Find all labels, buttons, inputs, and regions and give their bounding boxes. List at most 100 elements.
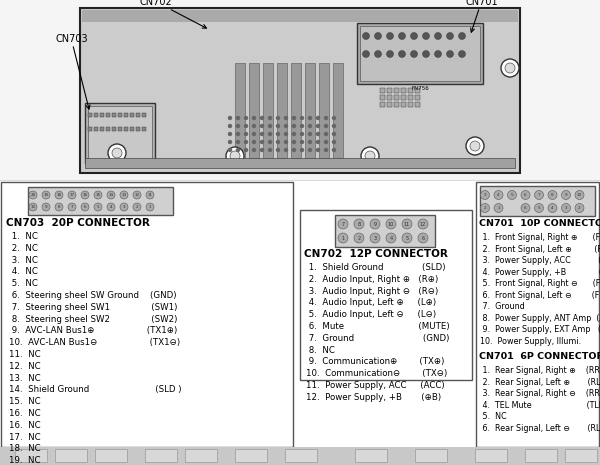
Text: 16: 16 <box>82 193 88 197</box>
Circle shape <box>81 203 89 211</box>
Circle shape <box>325 117 328 120</box>
Bar <box>94 113 98 117</box>
Bar <box>100 113 104 117</box>
Text: 14: 14 <box>109 193 113 197</box>
Text: 2.  Audio Input, Right ⊕   (R⊕): 2. Audio Input, Right ⊕ (R⊕) <box>306 275 438 284</box>
Circle shape <box>325 140 328 144</box>
Bar <box>0 447 600 465</box>
Circle shape <box>535 191 544 199</box>
Circle shape <box>226 147 244 165</box>
Text: 11.  NC: 11. NC <box>9 350 41 359</box>
Circle shape <box>236 117 239 120</box>
Circle shape <box>317 140 320 144</box>
Text: 2.  NC: 2. NC <box>9 244 38 253</box>
Circle shape <box>253 140 256 144</box>
Bar <box>94 127 98 131</box>
Bar <box>106 127 110 131</box>
Text: 5.  Front Signal, Right ⊖      (FR⊖): 5. Front Signal, Right ⊖ (FR⊖) <box>480 279 600 288</box>
Text: 17: 17 <box>70 193 74 197</box>
Circle shape <box>269 117 271 120</box>
Bar <box>408 88 413 93</box>
Text: 9.  AVC-LAN Bus1⊕                   (TX1⊕): 9. AVC-LAN Bus1⊕ (TX1⊕) <box>9 326 177 335</box>
Circle shape <box>133 203 141 211</box>
Circle shape <box>260 125 263 127</box>
Text: 4: 4 <box>551 206 554 210</box>
Circle shape <box>481 191 490 199</box>
Bar <box>249 63 259 158</box>
Circle shape <box>284 133 287 135</box>
Circle shape <box>293 117 296 120</box>
Text: 4.  TEL Mute                      (TLHT): 4. TEL Mute (TLHT) <box>480 400 600 410</box>
Bar <box>525 449 557 462</box>
Bar <box>300 210 472 380</box>
Circle shape <box>535 204 544 213</box>
Circle shape <box>398 33 406 40</box>
Circle shape <box>370 233 380 243</box>
Bar <box>408 95 413 100</box>
Text: 1.  Rear Signal, Right ⊕    (RR⊕): 1. Rear Signal, Right ⊕ (RR⊕) <box>480 366 600 375</box>
Circle shape <box>481 204 490 213</box>
Text: 5: 5 <box>538 206 541 210</box>
Text: 11: 11 <box>148 193 152 197</box>
Text: 6.  Rear Signal, Left ⊖       (RL⊖): 6. Rear Signal, Left ⊖ (RL⊖) <box>480 424 600 432</box>
Text: 7.  Ground                              (GND): 7. Ground (GND) <box>480 302 600 311</box>
Circle shape <box>55 203 63 211</box>
Bar <box>28 187 173 215</box>
Circle shape <box>434 51 442 58</box>
Circle shape <box>293 125 296 127</box>
Text: 5.  Audio Input, Left ⊖     (L⊖): 5. Audio Input, Left ⊖ (L⊖) <box>306 310 436 319</box>
Circle shape <box>301 148 304 152</box>
Text: CN701  10P CONNECTOR: CN701 10P CONNECTOR <box>479 219 600 228</box>
Circle shape <box>494 204 503 213</box>
Text: 3: 3 <box>122 205 125 209</box>
Circle shape <box>284 125 287 127</box>
Bar <box>380 95 385 100</box>
Text: 6: 6 <box>421 235 425 240</box>
Circle shape <box>29 191 37 199</box>
Circle shape <box>508 191 517 199</box>
Circle shape <box>260 133 263 135</box>
Text: 10: 10 <box>31 205 35 209</box>
Text: 7.  Ground                         (GND): 7. Ground (GND) <box>306 334 449 343</box>
Text: 6: 6 <box>83 205 86 209</box>
Circle shape <box>317 148 320 152</box>
Circle shape <box>277 117 280 120</box>
Circle shape <box>548 204 557 213</box>
Circle shape <box>301 133 304 135</box>
Circle shape <box>81 191 89 199</box>
Circle shape <box>374 33 382 40</box>
Bar <box>112 113 116 117</box>
Circle shape <box>338 219 348 229</box>
Circle shape <box>120 203 128 211</box>
Circle shape <box>245 140 248 144</box>
Text: 6: 6 <box>524 193 527 197</box>
Circle shape <box>301 125 304 127</box>
Circle shape <box>277 133 280 135</box>
Bar <box>408 102 413 107</box>
Circle shape <box>269 140 271 144</box>
Bar <box>142 127 146 131</box>
Circle shape <box>260 148 263 152</box>
Circle shape <box>370 219 380 229</box>
Text: 2.  Front Signal, Left ⊕         (FL⊕): 2. Front Signal, Left ⊕ (FL⊕) <box>480 245 600 253</box>
Circle shape <box>108 144 126 162</box>
Circle shape <box>94 203 102 211</box>
Text: 13: 13 <box>121 193 127 197</box>
Bar <box>88 113 92 117</box>
Text: 10.  Power Supply, Illumi.        (ILL⊕): 10. Power Supply, Illumi. (ILL⊕) <box>480 337 600 345</box>
Bar <box>480 186 595 216</box>
Text: 2.  Rear Signal, Left ⊕       (RL⊕): 2. Rear Signal, Left ⊕ (RL⊕) <box>480 378 600 386</box>
Text: 4.  Power Supply, +B             (⊕B): 4. Power Supply, +B (⊕B) <box>480 267 600 277</box>
Circle shape <box>317 133 320 135</box>
Bar <box>335 215 435 247</box>
Circle shape <box>293 140 296 144</box>
Bar <box>106 113 110 117</box>
Text: 4: 4 <box>110 205 112 209</box>
Circle shape <box>410 33 418 40</box>
Text: 1.  Shield Ground              (SLD): 1. Shield Ground (SLD) <box>306 263 445 272</box>
Text: 1.  Front Signal, Right ⊕      (FR⊕): 1. Front Signal, Right ⊕ (FR⊕) <box>480 233 600 242</box>
Text: 3.  Rear Signal, Right ⊖    (RR⊖): 3. Rear Signal, Right ⊖ (RR⊖) <box>480 389 600 398</box>
Bar <box>475 449 507 462</box>
Circle shape <box>308 125 311 127</box>
Circle shape <box>236 133 239 135</box>
